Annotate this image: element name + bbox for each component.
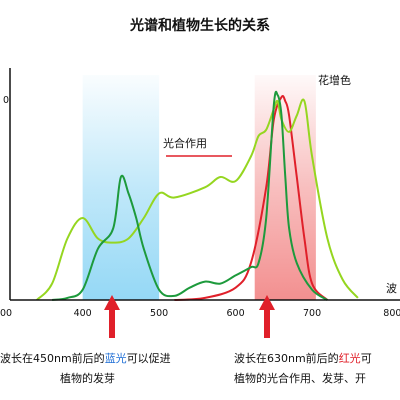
germination-curve bbox=[51, 90, 328, 301]
x-tick-label: 800 bbox=[383, 308, 400, 319]
chart-title: 光谱和植物生长的关系 bbox=[129, 17, 270, 34]
x-tick-label: 400 bbox=[74, 308, 92, 319]
blue-light-caption-line2: 植物的发芽 bbox=[60, 371, 115, 385]
flowering-label: 花增色 bbox=[318, 73, 351, 87]
x-tick-labels: 00 400 500 600 700 800 bbox=[0, 308, 400, 319]
y-axis-label-fragment: 0 bbox=[3, 95, 9, 106]
x-tick-label: 00 bbox=[0, 308, 12, 319]
blue-light-band bbox=[82, 75, 160, 300]
red-light-arrow bbox=[259, 295, 275, 338]
x-tick-label: 500 bbox=[150, 308, 168, 319]
red-light-caption-line2: 植物的光合作用、发芽、开 bbox=[234, 371, 366, 385]
x-tick-label: 700 bbox=[303, 308, 321, 319]
x-axis-label-fragment: 波 bbox=[386, 282, 397, 295]
photosynthesis-label: 光合作用 bbox=[163, 136, 207, 150]
blue-light-caption-line1: 波长在450nm前后的蓝光可以促进 bbox=[0, 351, 171, 365]
blue-light-arrow bbox=[104, 295, 120, 338]
x-tick-label: 600 bbox=[227, 308, 245, 319]
flowering-curve bbox=[36, 98, 359, 301]
red-light-caption-line1: 波长在630nm前后的红光可 bbox=[234, 351, 372, 365]
series-lines bbox=[36, 90, 359, 301]
photosynthesis-curve bbox=[174, 94, 329, 301]
